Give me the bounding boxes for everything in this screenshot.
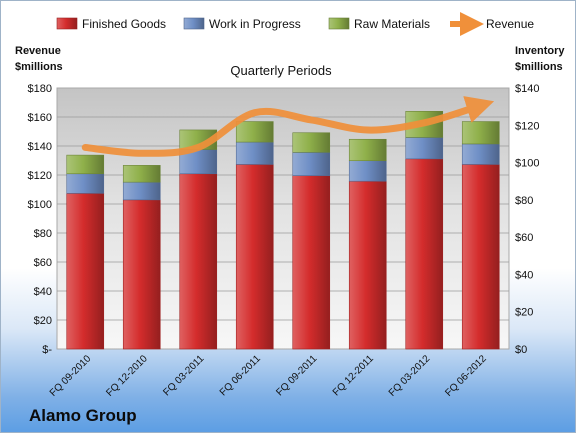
y-right-tick-label: $120 (515, 120, 539, 132)
x-tick-label: FQ 09-2010 (48, 353, 94, 399)
y-left-tick-label: $20 (34, 315, 52, 327)
y-left-tick-label: $100 (28, 199, 52, 211)
y-left-tick-label: $120 (28, 170, 52, 182)
legend-raw-materials-swatch (328, 17, 350, 30)
x-tick-label: FQ 03-2011 (161, 353, 206, 398)
revenue-line-layer (81, 96, 495, 157)
bar-work-in-progress (348, 160, 387, 182)
y-left-tick-label: $180 (28, 83, 52, 95)
y-right-label-line1: Inventory (515, 45, 565, 57)
x-tick-label: FQ 03-2012 (387, 353, 433, 399)
bars (66, 111, 500, 350)
y-left-label-line2: $millions (15, 61, 63, 73)
y-right-label-line2: $millions (515, 61, 563, 73)
bar-work-in-progress (235, 141, 274, 165)
y-right-tick-label: $80 (515, 195, 533, 207)
y-left-tick-label: $- (42, 344, 52, 356)
bar-work-in-progress (292, 152, 331, 176)
bar-finished-goods (292, 175, 331, 350)
x-ticks: FQ 09-2010 FQ 12-2010 FQ 03-2011 FQ 06-2011… (48, 353, 489, 399)
bar-work-in-progress (405, 137, 444, 160)
x-tick-label: FQ 09-2011 (274, 353, 319, 398)
bar-work-in-progress (461, 143, 500, 165)
x-tick-label: FQ 12-2011 (331, 353, 376, 398)
y-right-tick-label: $0 (515, 344, 527, 356)
bar-raw-materials (292, 132, 331, 153)
x-tick-label: FQ 12-2010 (104, 353, 150, 399)
bar-finished-goods (66, 193, 105, 350)
legend-work-in-progress-swatch (183, 17, 205, 30)
bar-raw-materials (122, 165, 161, 183)
legend-finished-goods-label: Finished Goods (82, 17, 166, 31)
y-right-ticks: $0 $20 $40 $60 $80 $100 $120 $140 (515, 83, 539, 356)
y-right-tick-label: $20 (515, 307, 533, 319)
x-tick-label: FQ 06-2012 (443, 353, 489, 399)
legend: Finished Goods Work in Progress Raw Materi… (56, 12, 534, 36)
bar-raw-materials (348, 138, 387, 162)
company-name: Alamo Group (29, 406, 137, 425)
x-tick-label: FQ 06-2011 (218, 353, 263, 398)
legend-revenue-label: Revenue (486, 17, 534, 31)
y-left-tick-label: $80 (34, 228, 52, 240)
bar-finished-goods (405, 158, 444, 350)
y-left-label-line1: Revenue (15, 45, 61, 57)
chart-title: Quarterly Periods (230, 63, 332, 78)
y-left-tick-label: $60 (34, 257, 52, 269)
bar-work-in-progress (122, 181, 161, 201)
y-right-tick-label: $140 (515, 83, 539, 95)
legend-raw-materials-label: Raw Materials (354, 17, 430, 31)
revenue-line (81, 96, 495, 157)
y-left-tick-label: $140 (28, 141, 52, 153)
legend-finished-goods-swatch (56, 17, 78, 30)
bar-work-in-progress (66, 173, 105, 194)
bar-raw-materials (461, 121, 500, 145)
bar-finished-goods (348, 180, 387, 350)
y-left-tick-label: $160 (28, 112, 52, 124)
bar-finished-goods (179, 173, 218, 350)
bar-finished-goods (461, 164, 500, 350)
bar-finished-goods (235, 164, 274, 350)
y-right-tick-label: $40 (515, 269, 533, 281)
y-left-ticks: $- $20 $40 $60 $80 $100 $120 $140 $160 $180 (28, 83, 53, 356)
bar-finished-goods (122, 199, 161, 350)
y-left-tick-label: $40 (34, 286, 52, 298)
legend-work-in-progress-label: Work in Progress (209, 17, 301, 31)
bar-raw-materials (66, 154, 105, 175)
y-right-tick-label: $100 (515, 158, 539, 170)
bar-raw-materials (235, 121, 274, 143)
y-right-tick-label: $60 (515, 232, 533, 244)
